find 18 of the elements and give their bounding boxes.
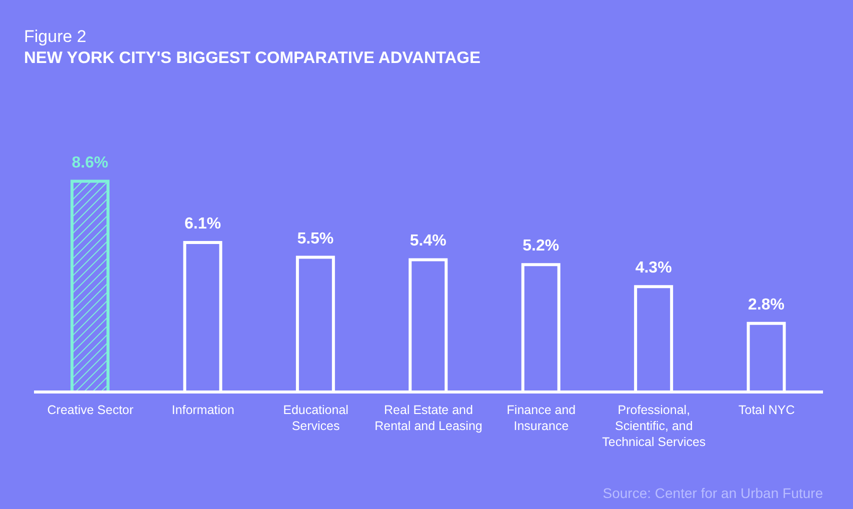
data-label: 5.4% <box>410 232 446 250</box>
x-tick-label: Creative Sector <box>47 403 134 417</box>
bar <box>70 180 110 392</box>
chart-subtitle: NEW YORK CITY'S BIGGEST COMPARATIVE ADVANTAGE <box>24 49 480 68</box>
x-tick-label: Total NYC <box>738 403 795 417</box>
data-label: 6.1% <box>184 216 221 233</box>
data-label: 8.6% <box>72 154 108 172</box>
source-note: Source: Center for an Urban Future <box>602 485 823 501</box>
x-tick-label: Real Estate and Rental and Leasing <box>374 403 482 433</box>
x-tick-label: Information <box>172 403 234 417</box>
data-label: 4.3% <box>635 260 672 277</box>
data-label: 5.2% <box>522 238 560 255</box>
data-label: 2.8% <box>748 296 785 314</box>
x-tick-label: Finance and Insurance <box>506 403 576 433</box>
x-tick-label: Educational Services <box>283 403 348 433</box>
chart-title: Figure 2 <box>24 27 86 47</box>
x-tick-label: Professional, Scientific, and Technical Services <box>602 403 706 449</box>
data-label: 5.5% <box>297 230 334 248</box>
